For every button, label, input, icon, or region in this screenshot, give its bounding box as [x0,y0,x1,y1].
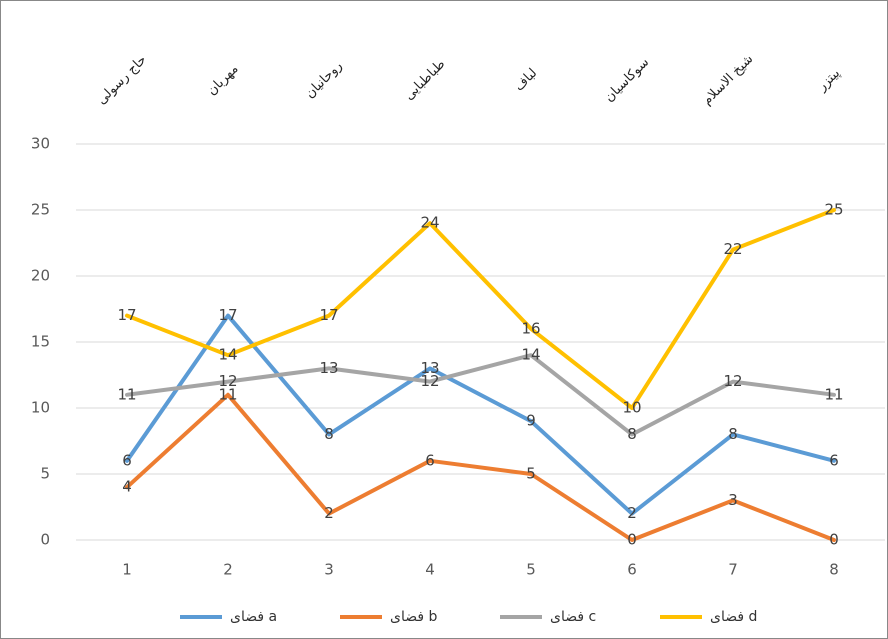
data-label: 25 [824,201,843,219]
series-line [125,353,836,437]
data-label: 24 [420,214,439,232]
x-tick-label: 1 [122,561,132,579]
data-label: 17 [319,306,338,324]
data-label: 8 [627,425,637,443]
data-label: 12 [420,372,439,390]
data-label: 11 [824,385,843,403]
x-tick-label: 2 [223,561,233,579]
data-label: 6 [122,451,132,469]
x-tick-label: 7 [728,561,738,579]
data-label: 5 [526,465,536,483]
data-label: 11 [117,385,136,403]
data-label: 13 [420,359,439,377]
data-label: 0 [627,531,637,549]
legend-label: فضای b [390,609,438,625]
data-label: 11 [218,385,237,403]
data-label: 13 [319,359,338,377]
series-line [125,313,836,516]
y-tick-label: 10 [31,399,50,417]
y-tick-label: 30 [31,135,50,153]
y-tick-label: 5 [40,465,50,483]
data-label: 2 [627,504,637,522]
data-label: 6 [425,451,435,469]
legend-label: فضای d [710,609,757,625]
data-label: 4 [122,478,132,496]
data-label: 8 [324,425,334,443]
data-label: 8 [728,425,738,443]
legend-label: فضای a [230,609,277,625]
data-label: 10 [622,399,641,417]
series-line [125,208,836,410]
data-label: 12 [723,372,742,390]
data-label: 17 [218,306,237,324]
series-line [125,392,836,542]
y-tick-label: 20 [31,267,50,285]
y-tick-label: 25 [31,201,50,219]
data-label: 14 [521,346,540,364]
x-tick-label: 5 [526,561,536,579]
data-label: 9 [526,412,536,430]
y-tick-label: 15 [31,333,50,351]
x-tick-label: 3 [324,561,334,579]
legend-label: فضای c [550,609,596,625]
data-label: 16 [521,319,540,337]
data-label: 12 [218,372,237,390]
data-label: 3 [728,491,738,509]
x-tick-label: 6 [627,561,637,579]
y-tick-label: 0 [40,531,50,549]
data-label: 6 [829,451,839,469]
data-label: 0 [829,531,839,549]
data-label: 2 [324,504,334,522]
x-tick-label: 8 [829,561,839,579]
data-label: 22 [723,240,742,258]
x-tick-label: 4 [425,561,435,579]
data-label: 14 [218,346,237,364]
data-label: 17 [117,306,136,324]
